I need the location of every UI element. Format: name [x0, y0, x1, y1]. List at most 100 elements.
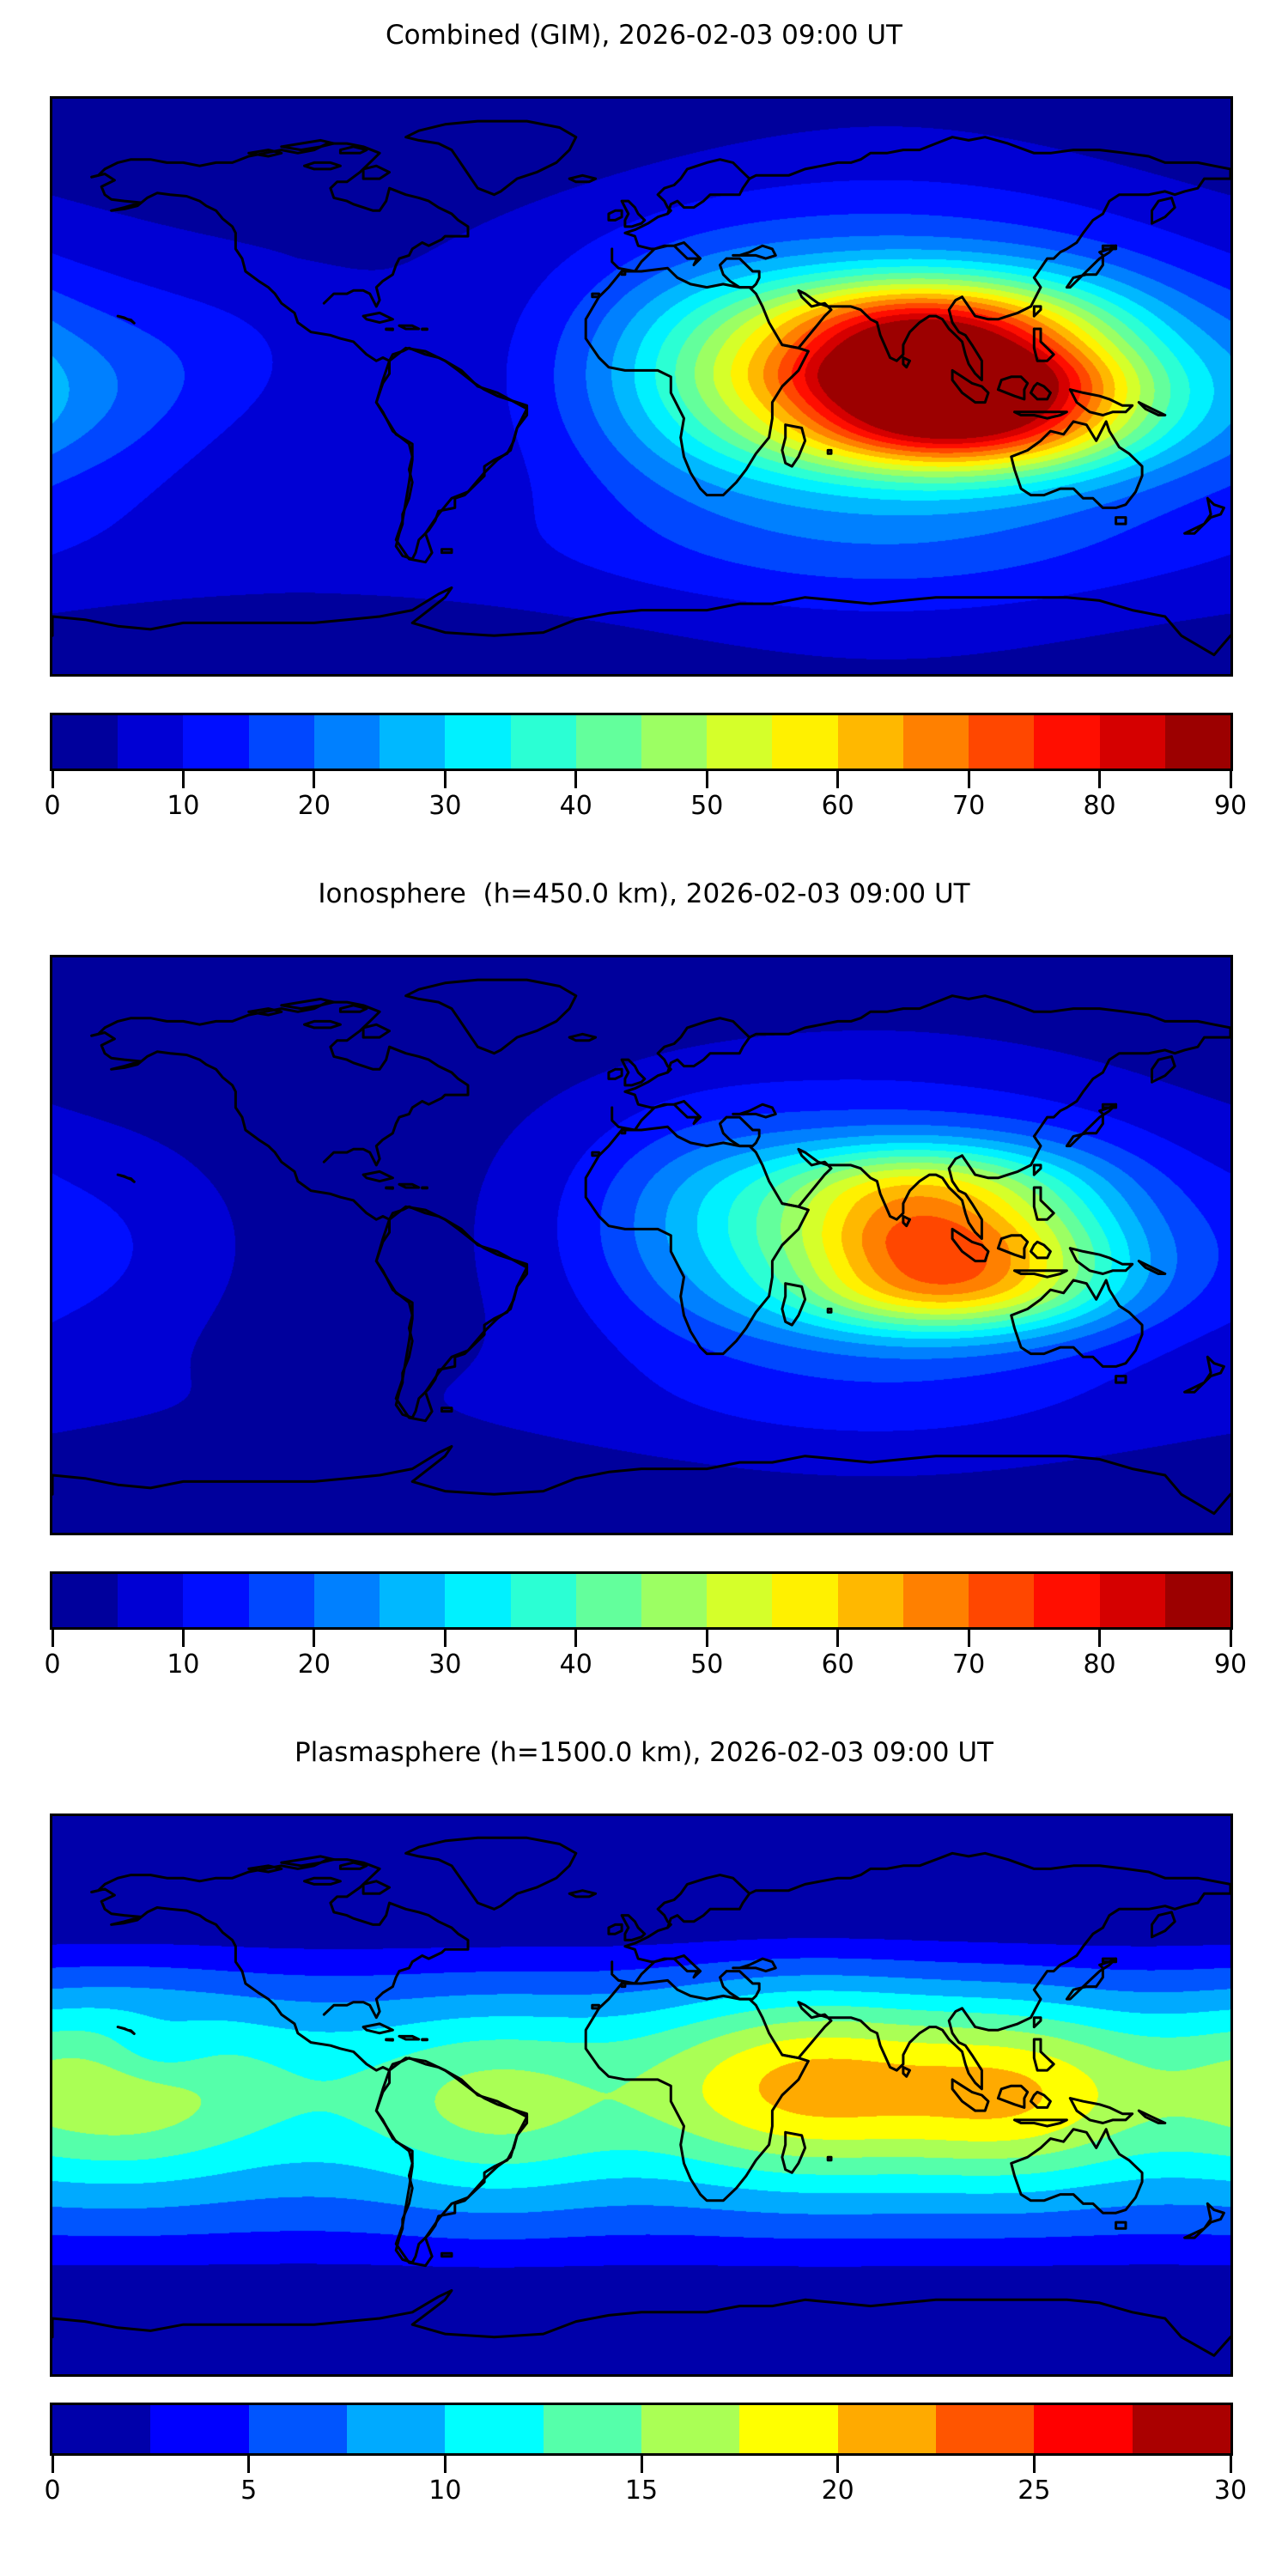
coastline-path — [1137, 2109, 1167, 2124]
coastline-path — [902, 356, 911, 369]
colorbar-swatch — [346, 2405, 446, 2453]
colorbar-tick-label: 80 — [1083, 1649, 1116, 1680]
colorbar-swatch — [1034, 1574, 1100, 1627]
colorbar-swatch — [575, 1574, 641, 1627]
colorbar-swatch — [837, 1574, 903, 1627]
coastline-path — [1183, 2202, 1225, 2239]
coastline-path — [280, 997, 336, 1011]
coastline-path — [398, 1182, 421, 1189]
colorbar-swatch — [1099, 715, 1165, 769]
colorbar-swatch — [248, 1574, 314, 1627]
colorbar-swatch — [313, 1574, 380, 1627]
coastline-path — [951, 1227, 990, 1263]
coastline-path — [591, 1151, 600, 1157]
coastline-path — [902, 1215, 911, 1228]
coastline-path — [361, 2022, 394, 2035]
coastline-path — [781, 2001, 983, 2091]
coastline-path — [719, 257, 761, 289]
coastline-path — [1032, 327, 1055, 362]
coastline-path — [385, 327, 394, 331]
colorbar-swatch — [1034, 2405, 1133, 2453]
coastline-path — [338, 1861, 368, 1870]
colorbar-tick-label: 25 — [1018, 2476, 1051, 2506]
coastline-path — [1032, 2038, 1055, 2072]
colorbar-swatch — [902, 1574, 969, 1627]
map-combined-gim — [50, 96, 1233, 677]
coastline-path — [116, 314, 136, 325]
coastline-path — [902, 2066, 911, 2078]
coastline-path — [1115, 2221, 1127, 2230]
colorbar-tick-label: 50 — [690, 1649, 724, 1680]
coastline-path — [90, 142, 470, 308]
colorbar-tick-mark — [313, 1630, 316, 1647]
colorbar-tick-mark — [1098, 771, 1102, 788]
coastline-path — [1010, 2128, 1144, 2215]
colorbar-swatch — [837, 715, 903, 769]
coastline-path — [116, 1173, 136, 1183]
colorbar-swatch — [543, 2405, 641, 2453]
colorbar-swatch — [445, 2405, 544, 2453]
coastline-path — [732, 244, 777, 260]
coastline-path — [404, 978, 578, 1055]
colorbar-swatch — [380, 1574, 446, 1627]
coastline-path — [1065, 1103, 1118, 1148]
coastline-path — [1151, 1911, 1176, 1939]
coastline-path — [1151, 1054, 1176, 1084]
colorbar-swatch — [1034, 715, 1100, 769]
coastline-path — [303, 161, 342, 171]
colorbar-tick-label: 70 — [952, 1649, 986, 1680]
coastlines-layer — [52, 119, 1230, 657]
coastline-path — [1032, 2016, 1042, 2029]
colorbar-swatch — [969, 1574, 1035, 1627]
coastline-path — [620, 1982, 627, 1989]
coastline-path — [280, 1855, 336, 1868]
coastline-path — [781, 1147, 983, 1241]
colorbar-swatch — [183, 715, 249, 769]
colorbar-tick-mark — [1229, 771, 1232, 788]
colorbar-tick-label: 20 — [297, 791, 331, 821]
colorbar-tick-mark — [181, 771, 185, 788]
coastline-path — [996, 375, 1030, 401]
coastline-path — [826, 448, 833, 455]
coastline-path — [90, 1858, 470, 2020]
panel-title-ionosphere-450: Ionosphere (h=450.0 km), 2026-02-03 09:0… — [318, 878, 970, 909]
coastline-path — [385, 2038, 394, 2042]
colorbar-tick-label: 15 — [624, 2476, 659, 2506]
colorbar-tick-mark — [313, 771, 316, 788]
coastline-path — [996, 2084, 1030, 2109]
colorbar-swatch — [118, 1574, 184, 1627]
colorbar-tick-mark — [181, 1630, 185, 1647]
coastline-path — [1183, 1355, 1225, 1394]
colorbar-combined-gim: 0 10 20 30 40 50 60 70 80 90 — [44, 713, 1247, 824]
colorbar-strip-ionosphere-450 — [50, 1571, 1233, 1630]
coastline-path — [440, 548, 453, 555]
coastline-path — [1115, 516, 1127, 526]
colorbar-swatch — [969, 715, 1035, 769]
colorbar-swatch — [739, 2405, 838, 2453]
coastline-path — [338, 1004, 368, 1013]
coastline-path — [1032, 305, 1042, 318]
colorbar-tick-mark — [1032, 2456, 1036, 2473]
colorbar-tick-label: 5 — [240, 2476, 258, 2506]
coastline-path — [374, 2057, 529, 2268]
coastline-path — [1101, 1957, 1118, 1964]
coastline-path — [90, 1000, 470, 1167]
colorbar-swatch — [248, 715, 314, 769]
colorbar-tick-label: 30 — [428, 791, 462, 821]
colorbar-swatch — [1164, 1574, 1230, 1627]
colorbar-swatch — [1164, 715, 1230, 769]
coastline-path — [591, 2003, 600, 2010]
colorbar-tick-label: 30 — [428, 1649, 462, 1680]
colorbar-swatch — [510, 1574, 576, 1627]
coastline-path — [611, 1017, 751, 1132]
coastline-path — [440, 1406, 453, 1413]
colorbar-tick-label: 80 — [1083, 791, 1116, 821]
colorbar-swatch — [707, 1574, 773, 1627]
colorbar-swatch — [445, 1574, 511, 1627]
coastline-path — [1137, 1260, 1167, 1275]
coastline-path — [1032, 1163, 1042, 1176]
coastline-path — [607, 209, 623, 222]
coastline-path — [421, 2038, 428, 2042]
coastline-path — [568, 1889, 598, 1899]
